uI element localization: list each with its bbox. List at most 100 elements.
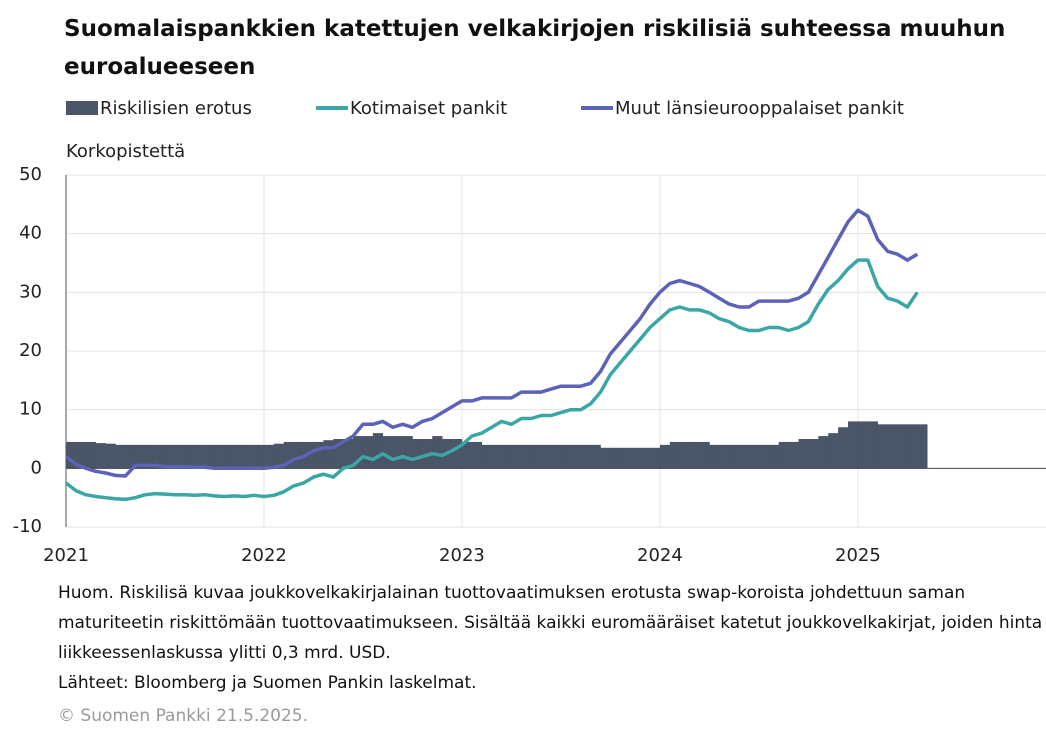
bar bbox=[313, 441, 324, 469]
bar bbox=[481, 444, 492, 469]
bar bbox=[521, 444, 532, 469]
bar bbox=[194, 444, 205, 469]
bar bbox=[452, 439, 463, 469]
bar bbox=[798, 439, 809, 469]
legend-label: Muut länsieurooppalaiset pankit bbox=[615, 98, 904, 119]
x-tick-label: 2022 bbox=[241, 545, 287, 566]
bar bbox=[372, 433, 384, 469]
bar bbox=[541, 444, 552, 469]
bar bbox=[739, 444, 750, 469]
bar bbox=[66, 441, 77, 469]
x-tick-label: 2021 bbox=[43, 545, 89, 566]
bar bbox=[907, 424, 918, 469]
bar bbox=[838, 427, 849, 469]
bar bbox=[709, 444, 720, 469]
bar bbox=[887, 424, 898, 469]
y-tick-label: -10 bbox=[13, 516, 42, 537]
bar bbox=[679, 441, 690, 469]
bar bbox=[917, 424, 928, 469]
legend-swatch bbox=[66, 101, 98, 115]
bar bbox=[273, 443, 285, 469]
bar bbox=[382, 436, 393, 469]
bar bbox=[471, 441, 483, 469]
chart-title: Suomalaispankkien katettujen velkakirjoj… bbox=[64, 16, 1006, 80]
y-tick-label: 30 bbox=[19, 281, 42, 302]
bar bbox=[234, 444, 245, 469]
bar bbox=[897, 424, 908, 469]
bar bbox=[135, 444, 146, 469]
bar bbox=[610, 447, 621, 469]
x-tick-label: 2023 bbox=[439, 545, 485, 566]
bar bbox=[145, 444, 156, 469]
y-tick-label: 40 bbox=[19, 223, 42, 244]
bar bbox=[333, 439, 344, 469]
bar bbox=[828, 433, 839, 469]
bar bbox=[214, 444, 225, 469]
bar bbox=[877, 424, 888, 469]
bar bbox=[491, 444, 502, 469]
bar bbox=[640, 447, 651, 469]
bar bbox=[857, 421, 869, 469]
bar bbox=[600, 447, 611, 469]
bar bbox=[808, 439, 819, 469]
bar bbox=[501, 444, 512, 469]
bar bbox=[560, 444, 572, 469]
bar bbox=[570, 444, 582, 469]
bar bbox=[105, 443, 116, 469]
bar bbox=[669, 441, 681, 469]
bar bbox=[432, 436, 443, 469]
bar bbox=[729, 444, 740, 469]
bar bbox=[630, 447, 641, 469]
bar bbox=[412, 439, 423, 469]
bar bbox=[848, 421, 859, 469]
bar bbox=[650, 447, 661, 469]
bar bbox=[115, 444, 126, 469]
bar bbox=[75, 441, 87, 469]
bar bbox=[511, 444, 522, 469]
notes: Huom. Riskilisä kuvaa joukkovelkakirjala… bbox=[58, 578, 1043, 698]
bar bbox=[461, 441, 473, 469]
bar bbox=[551, 444, 562, 469]
bar bbox=[224, 444, 235, 469]
legend-label: Kotimaiset pankit bbox=[350, 98, 507, 119]
bar bbox=[659, 444, 671, 469]
y-tick-label: 0 bbox=[31, 457, 42, 478]
bar bbox=[184, 444, 195, 469]
bar bbox=[719, 444, 730, 469]
bar bbox=[620, 447, 631, 469]
x-tick-label: 2024 bbox=[637, 545, 683, 566]
bar bbox=[164, 444, 176, 469]
bar bbox=[283, 441, 294, 469]
bar bbox=[699, 441, 710, 469]
bar bbox=[263, 444, 275, 469]
bar bbox=[778, 441, 789, 469]
bar bbox=[343, 439, 354, 469]
bar bbox=[362, 436, 374, 469]
y-tick-label: 10 bbox=[19, 399, 42, 420]
bar bbox=[323, 440, 334, 469]
bar bbox=[818, 436, 829, 469]
y-axis-label: Korkopistettä bbox=[66, 141, 185, 162]
y-tick-label: 50 bbox=[19, 164, 42, 185]
bar bbox=[204, 444, 215, 469]
bar bbox=[749, 444, 760, 469]
bar bbox=[254, 444, 265, 469]
legend-label: Riskilisien erotus bbox=[100, 98, 252, 119]
copyright: © Suomen Pankki 21.5.2025. bbox=[58, 706, 308, 726]
bar bbox=[590, 444, 601, 469]
bar bbox=[244, 444, 255, 469]
bar bbox=[531, 444, 542, 469]
bar bbox=[353, 436, 364, 469]
y-tick-label: 20 bbox=[19, 340, 42, 361]
source: Lähteet: Bloomberg ja Suomen Pankin lask… bbox=[58, 673, 477, 693]
bar bbox=[768, 444, 780, 469]
bar bbox=[788, 441, 799, 469]
bar bbox=[174, 444, 186, 469]
bar bbox=[867, 421, 879, 469]
bar bbox=[758, 444, 770, 469]
bar bbox=[580, 444, 591, 469]
bar bbox=[392, 436, 403, 469]
line-series bbox=[64, 258, 919, 502]
